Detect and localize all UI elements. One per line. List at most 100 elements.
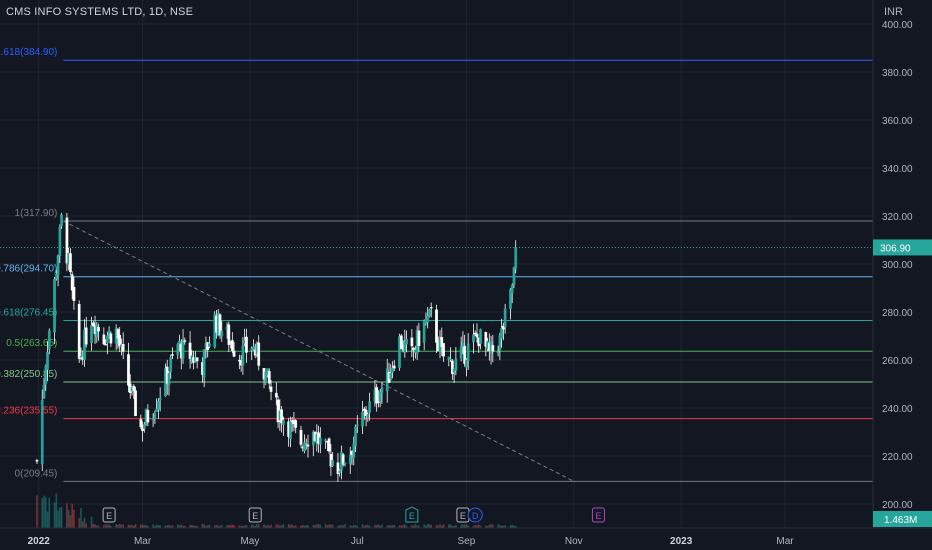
volume-bar — [453, 525, 455, 528]
candle-body — [412, 347, 415, 351]
event-marker[interactable]: E — [102, 507, 116, 523]
earnings-icon — [102, 507, 116, 523]
candle-body — [496, 351, 500, 354]
volume-bar — [147, 525, 149, 528]
candle-body — [479, 329, 482, 344]
volume-bar — [103, 525, 105, 528]
volume-bar — [268, 525, 271, 528]
candle-body — [392, 365, 396, 369]
candle-body — [220, 330, 224, 337]
volume-bar — [404, 524, 406, 528]
fibonacci-retracement: 1.618(384.90) 1(317.90) 0.786(294.70) 0.618… — [0, 47, 873, 482]
volume-bar — [477, 524, 480, 528]
volume-bar — [217, 525, 220, 528]
volume-bar — [231, 524, 234, 528]
candle-body — [121, 344, 125, 352]
volume-bar — [386, 525, 389, 528]
volume-bar — [504, 525, 506, 528]
candle-body — [44, 366, 48, 385]
candle-body — [104, 344, 107, 346]
price-axis-tick: 320.00 — [882, 212, 913, 223]
volume-bar — [78, 518, 81, 528]
volume-bar — [317, 524, 320, 528]
volume-bar — [349, 525, 352, 528]
volume-bar — [439, 524, 441, 528]
event-marker[interactable]: E — [248, 507, 262, 523]
volume-bar — [497, 524, 499, 528]
volume-bar — [465, 524, 468, 528]
volume-bar — [291, 524, 293, 528]
volume-bar — [426, 524, 429, 528]
volume-bar — [479, 525, 482, 528]
time-axis-background — [0, 528, 932, 550]
candle-body — [264, 371, 268, 384]
candle-body — [178, 340, 181, 345]
candle-body — [466, 343, 470, 362]
volume-bar — [145, 525, 147, 528]
earnings-icon — [591, 507, 605, 523]
volume-bar — [287, 524, 290, 528]
candle-body — [429, 307, 433, 309]
candle-body — [361, 411, 364, 427]
candle-body — [267, 371, 271, 384]
candle-body — [83, 329, 86, 360]
volume-bar — [67, 509, 70, 528]
candle-body — [364, 409, 368, 417]
volume-bar — [48, 497, 51, 528]
event-marker[interactable]: E — [405, 506, 419, 523]
candle-body — [378, 391, 382, 402]
volume-bar — [69, 515, 72, 528]
volume-tag-bg — [873, 511, 932, 527]
volume-bar — [277, 524, 279, 528]
candle-body — [227, 324, 231, 345]
earnings-icon — [248, 507, 262, 523]
candle-body — [252, 346, 255, 350]
candle-body — [454, 358, 458, 371]
volume-bar — [115, 524, 117, 528]
volume-bar — [264, 525, 267, 528]
volume-bar — [191, 525, 193, 528]
price-axis-tick: 220.00 — [882, 452, 913, 463]
price-axis-tick: 400.00 — [882, 20, 913, 31]
volume-bar — [388, 525, 390, 528]
volume-bar — [423, 524, 425, 528]
candle-body — [399, 335, 403, 349]
volume-bar — [412, 525, 415, 528]
volume-bar — [164, 525, 167, 528]
volume-bar — [117, 524, 119, 528]
time-axis-tick: Sep — [458, 536, 476, 547]
volume-bar — [337, 525, 339, 528]
candle-body — [282, 420, 285, 425]
volume-bar — [143, 525, 146, 528]
candles — [35, 212, 518, 482]
candle-body — [91, 322, 95, 327]
candle-body — [498, 335, 502, 351]
candle-body — [475, 333, 479, 338]
fib-level-label: 0.382(250.85) — [0, 369, 57, 380]
volume-bar — [192, 525, 195, 528]
candle-body — [465, 359, 468, 368]
volume-bar — [330, 524, 332, 528]
candle-body — [47, 330, 51, 350]
candle-body — [54, 273, 58, 279]
volume-bar — [104, 524, 107, 528]
volume-bar — [83, 517, 86, 528]
volume-bar — [389, 525, 392, 528]
volume-tag: 1.463M — [873, 511, 932, 527]
volume-bar — [430, 525, 433, 528]
candle-body — [389, 373, 393, 380]
volume-bar — [279, 525, 281, 528]
last-price-tag-bg — [873, 239, 932, 256]
candle-body — [368, 401, 371, 413]
event-marker-label: E — [460, 511, 466, 521]
volume-bar — [368, 525, 371, 528]
candle-body — [90, 324, 93, 343]
event-marker[interactable]: E — [456, 507, 470, 523]
fib-level-label: 0.786(294.70) — [0, 264, 57, 275]
event-marker[interactable]: D — [467, 507, 483, 523]
currency-label: INR — [884, 6, 903, 18]
volume-bar — [437, 525, 440, 528]
fib-level-label: 0.5(263.65) — [6, 338, 57, 349]
event-marker[interactable]: E — [591, 507, 605, 523]
